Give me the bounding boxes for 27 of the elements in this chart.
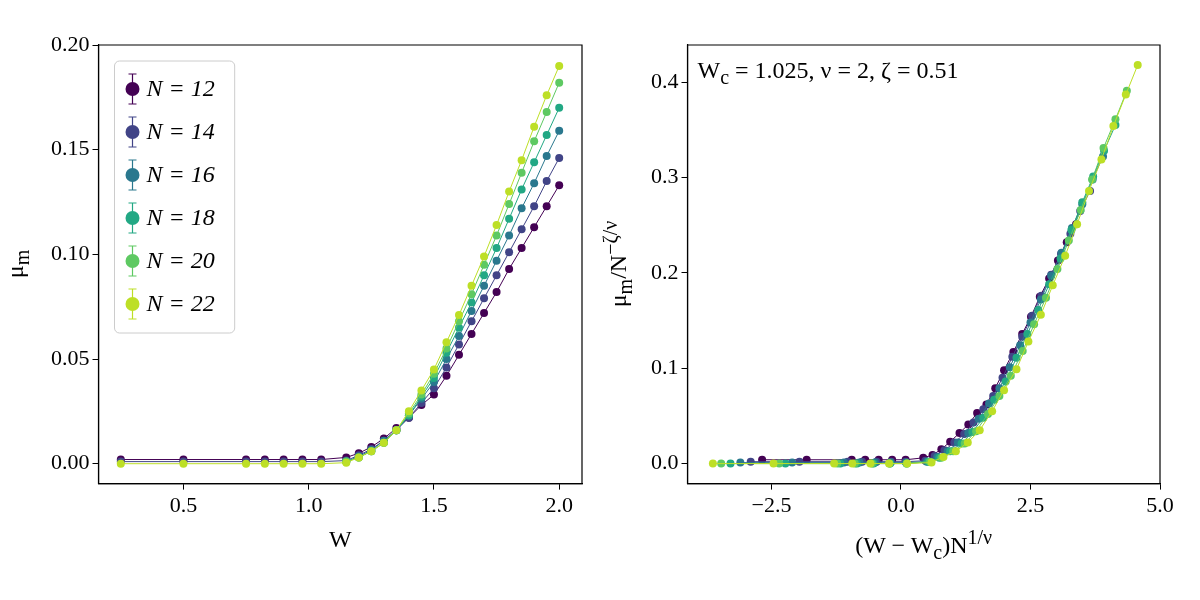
legend-label: N = 18: [145, 204, 215, 231]
x-axis-title: (W − W$_{c}$)N$^{1/ν}$: [855, 525, 993, 564]
x-tick-label: 5.0: [1146, 491, 1174, 517]
x-tick-label: −2.5: [751, 491, 792, 517]
x-tick-label: 2.5: [1016, 491, 1045, 517]
legend-label: N = 22: [145, 290, 215, 317]
x-tick-label: 2.0: [545, 491, 573, 517]
x-tick-label: 1.0: [294, 491, 323, 517]
y-tick-label: 0.1: [651, 354, 679, 380]
x-tick-label: 1.5: [420, 491, 448, 517]
y-tick-label: 0.20: [51, 30, 90, 56]
y-tick-label: 0.05: [51, 344, 90, 370]
y-tick-label: 0.10: [51, 240, 90, 266]
legend-label: N = 16: [145, 161, 215, 188]
legend-label: N = 20: [145, 247, 215, 274]
x-tick-label: 0.5: [169, 491, 198, 517]
y-tick-label: 0.15: [51, 135, 90, 161]
y-tick-label: 0.3: [651, 163, 679, 189]
x-axis-title: W: [328, 525, 352, 553]
y-tick-label: 0.2: [651, 258, 679, 284]
legend-label: N = 12: [145, 75, 215, 102]
y-tick-label: 0.0: [651, 449, 679, 475]
y-tick-label: 0.00: [51, 449, 90, 475]
y-tick-label: 0.4: [651, 67, 679, 93]
x-tick-label: 0.0: [887, 491, 915, 517]
legend-label: N = 14: [145, 118, 215, 145]
annotation: W$_{c}$ = 1.025, ν = 2, ζ = 0.51: [697, 57, 959, 89]
